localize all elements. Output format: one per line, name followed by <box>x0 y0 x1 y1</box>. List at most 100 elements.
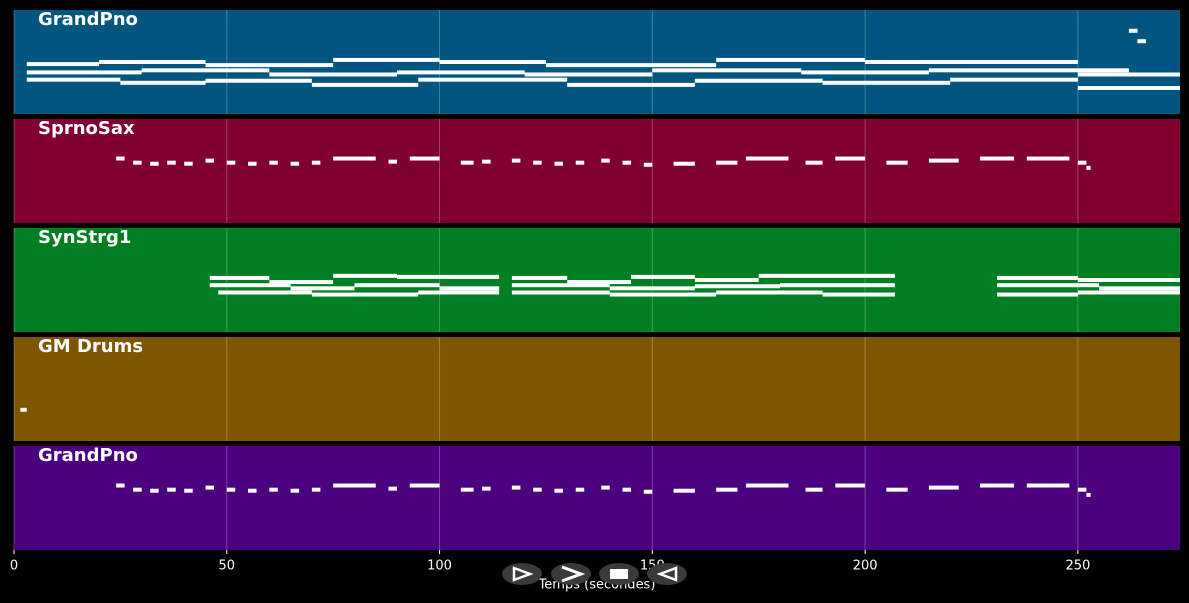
note <box>622 487 632 492</box>
note <box>609 286 695 291</box>
x-tick-label: 50 <box>219 559 236 574</box>
note <box>269 72 397 77</box>
note <box>979 156 1015 161</box>
note <box>554 488 563 493</box>
note <box>601 485 610 490</box>
track-panel <box>14 228 1180 332</box>
note <box>567 280 632 285</box>
note <box>822 292 895 297</box>
note <box>26 62 100 67</box>
note <box>209 283 291 288</box>
x-tick-label: 0 <box>10 559 18 574</box>
note <box>1077 290 1180 295</box>
note <box>354 283 440 288</box>
note <box>745 156 789 161</box>
note <box>979 483 1015 488</box>
note <box>141 68 270 73</box>
note <box>997 292 1078 297</box>
track-name: GrandPno <box>38 445 138 466</box>
note <box>835 156 866 161</box>
note <box>716 290 823 295</box>
note <box>1128 28 1138 33</box>
note <box>835 483 866 488</box>
note <box>133 487 142 492</box>
note <box>333 483 376 488</box>
playback-controls <box>502 563 687 585</box>
note <box>716 160 738 165</box>
note <box>652 68 802 73</box>
track-name: GM Drums <box>38 336 143 357</box>
note <box>460 487 474 492</box>
note <box>601 158 610 163</box>
note <box>209 275 270 280</box>
note <box>167 487 176 492</box>
note <box>1077 160 1087 165</box>
note <box>997 275 1078 280</box>
note <box>673 488 695 493</box>
note <box>26 77 121 82</box>
track-name: SprnoSax <box>38 118 135 139</box>
note <box>226 160 236 165</box>
note <box>511 485 521 490</box>
forward-button[interactable] <box>551 563 591 585</box>
note <box>311 487 321 492</box>
note <box>673 161 695 166</box>
note <box>439 60 546 64</box>
note <box>694 284 780 289</box>
note <box>218 290 312 295</box>
note <box>928 158 959 163</box>
note <box>694 278 759 282</box>
note <box>482 159 491 164</box>
note <box>290 488 300 493</box>
plot-area: GrandPno SprnoSax SynStrg1 GM Drums GrandPno… <box>10 9 1180 574</box>
note <box>460 160 474 165</box>
note <box>226 487 236 492</box>
track-name: SynStrg1 <box>38 227 131 248</box>
note <box>805 487 823 492</box>
note <box>116 156 125 161</box>
note <box>396 274 500 279</box>
note <box>643 162 653 167</box>
play-button[interactable] <box>502 563 542 585</box>
note <box>575 487 585 492</box>
track-name: GrandPno <box>38 9 138 30</box>
note <box>439 286 500 291</box>
note <box>120 80 206 85</box>
note <box>694 78 823 83</box>
note <box>1026 156 1070 161</box>
note <box>622 160 632 165</box>
note <box>388 486 397 491</box>
note <box>184 161 193 166</box>
note <box>567 82 695 87</box>
note <box>333 156 376 161</box>
note <box>822 80 951 85</box>
note <box>643 489 653 494</box>
note <box>20 407 27 412</box>
note <box>205 485 215 490</box>
stop-button[interactable] <box>599 563 639 585</box>
note <box>533 487 542 492</box>
note <box>388 159 397 164</box>
note <box>928 485 959 490</box>
note <box>779 283 895 288</box>
note <box>418 290 500 295</box>
note <box>269 487 278 492</box>
note <box>758 273 895 278</box>
track-panel <box>14 446 1180 550</box>
note <box>511 290 610 295</box>
note <box>1077 68 1129 73</box>
note <box>1086 492 1091 497</box>
note <box>482 486 491 491</box>
note <box>1077 278 1180 282</box>
note <box>409 156 440 161</box>
note <box>545 63 717 68</box>
note <box>205 78 312 83</box>
note <box>205 63 334 68</box>
note <box>396 70 525 75</box>
rewind-button[interactable] <box>647 563 687 585</box>
note <box>205 158 215 163</box>
note <box>886 487 908 492</box>
note <box>99 60 206 64</box>
note <box>745 483 789 488</box>
